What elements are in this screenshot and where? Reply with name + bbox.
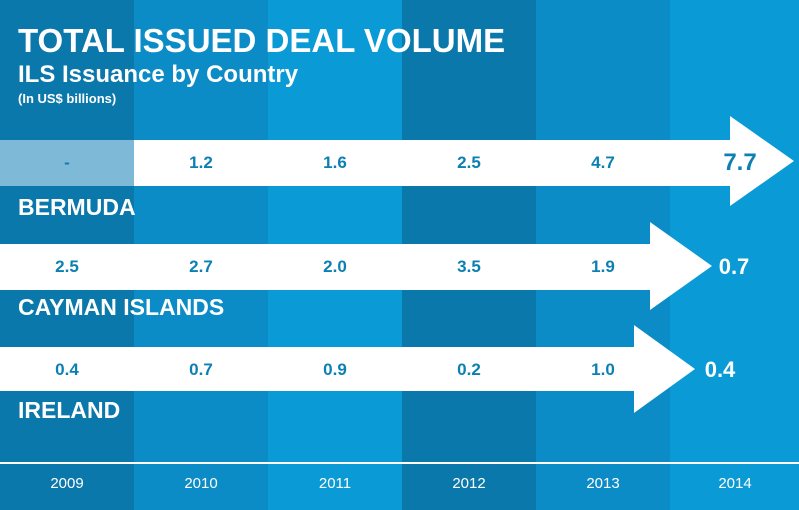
arrow-ireland <box>0 325 695 413</box>
unit-note: (In US$ billions) <box>18 91 116 106</box>
arrow-cayman-islands <box>0 222 712 310</box>
value-cayman-islands-2014: 0.7 <box>719 254 750 279</box>
value-cayman-islands-2013: 1.9 <box>591 257 615 276</box>
year-label-2011: 2011 <box>319 475 351 492</box>
arrow-bermuda <box>0 116 794 206</box>
country-row-bermuda: - 1.2 1.6 2.5 4.7 7.7 BERMUDA <box>0 116 794 220</box>
value-ireland-2010: 0.7 <box>189 360 213 379</box>
value-ireland-2011: 0.9 <box>323 360 347 379</box>
country-row-cayman-islands: 2.5 2.7 2.0 3.5 1.9 0.7 CAYMAN ISLANDS <box>0 222 749 320</box>
year-label-2013: 2013 <box>586 475 619 492</box>
missing-cell-bermuda-2009 <box>0 140 134 186</box>
value-ireland-2014: 0.4 <box>705 357 736 382</box>
value-cayman-islands-2010: 2.7 <box>189 257 213 276</box>
year-label-2010: 2010 <box>184 475 217 492</box>
value-cayman-islands-2011: 2.0 <box>323 257 347 276</box>
value-cayman-islands-2012: 3.5 <box>457 257 481 276</box>
chart-subtitle: ILS Issuance by Country <box>18 61 299 88</box>
year-label-2014: 2014 <box>718 475 751 492</box>
value-bermuda-2013: 4.7 <box>591 153 615 172</box>
value-bermuda-2009: - <box>64 153 70 172</box>
country-label-ireland: IRELAND <box>18 397 120 423</box>
country-arrows: - 1.2 1.6 2.5 4.7 7.7 BERMUDA 2.5 2.7 2.0 3.5 1.9 0.… <box>0 116 794 423</box>
country-label-bermuda: BERMUDA <box>18 194 136 220</box>
year-label-2009: 2009 <box>50 475 83 492</box>
value-ireland-2013: 1.0 <box>591 360 615 379</box>
year-axis: 2009 2010 2011 2012 2013 2014 <box>0 462 799 492</box>
country-row-ireland: 0.4 0.7 0.9 0.2 1.0 0.4 IRELAND <box>0 325 736 423</box>
country-label-cayman-islands: CAYMAN ISLANDS <box>18 294 224 320</box>
value-bermuda-2011: 1.6 <box>323 153 347 172</box>
value-bermuda-2014: 7.7 <box>723 149 756 176</box>
value-ireland-2009: 0.4 <box>55 360 79 379</box>
value-bermuda-2010: 1.2 <box>189 153 213 172</box>
value-bermuda-2012: 2.5 <box>457 153 481 172</box>
value-cayman-islands-2009: 2.5 <box>55 257 79 276</box>
year-label-2012: 2012 <box>452 475 485 492</box>
chart-title: TOTAL ISSUED DEAL VOLUME <box>18 22 505 59</box>
value-ireland-2012: 0.2 <box>457 360 481 379</box>
